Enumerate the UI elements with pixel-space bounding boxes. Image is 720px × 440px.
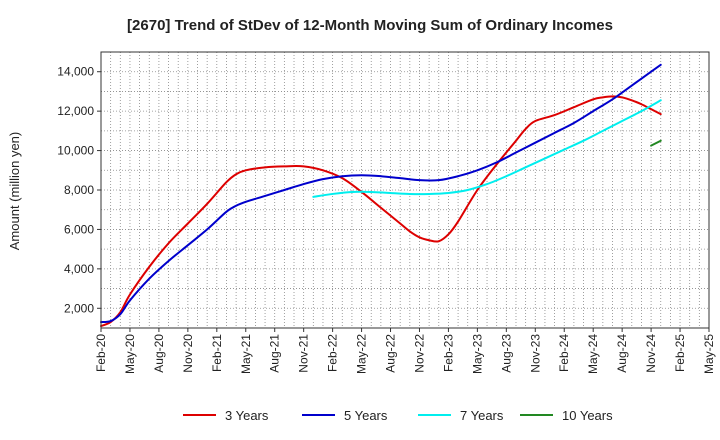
- y-tick-label: 10,000: [57, 144, 94, 158]
- x-tick-label: Nov-24: [644, 334, 658, 373]
- y-axis-label: Amount (million yen): [7, 132, 22, 251]
- x-tick-label: Aug-24: [615, 334, 629, 373]
- y-tick-label: 12,000: [57, 104, 94, 118]
- chart-title: [2670] Trend of StDev of 12-Month Moving…: [127, 17, 613, 34]
- y-tick-label: 14,000: [57, 65, 94, 79]
- x-tick-label: Feb-24: [557, 334, 571, 372]
- y-tick-label: 8,000: [64, 183, 94, 197]
- x-tick-label: May-25: [702, 334, 716, 374]
- grid-lines: [101, 52, 709, 328]
- x-tick-label: Nov-21: [297, 334, 311, 373]
- x-tick-label: Feb-20: [94, 334, 108, 372]
- series-line-10-years: [650, 139, 662, 147]
- x-tick-label: Aug-20: [152, 334, 166, 373]
- x-tick-label: May-21: [239, 334, 253, 374]
- series-line-5-years: [100, 63, 662, 324]
- x-tick-label: Aug-22: [384, 334, 398, 373]
- x-tick-label: May-24: [586, 334, 600, 374]
- series-line-7-years: [312, 99, 662, 198]
- y-tick-label: 2,000: [64, 301, 94, 315]
- legend: 3 Years 5 Years 7 Years 10 Years: [183, 408, 613, 423]
- series-line-3-years: [100, 95, 662, 328]
- x-tick-label: Nov-23: [528, 334, 542, 373]
- y-tick-label: 4,000: [64, 262, 94, 276]
- x-tick-label: May-23: [470, 334, 484, 374]
- x-axis-ticks: Feb-20 May-20 Aug-20 Nov-20 Feb-21 May-21 Aug-…: [94, 328, 716, 374]
- x-tick-label: Nov-22: [412, 334, 426, 373]
- legend-label-3-years: 3 Years: [225, 408, 269, 423]
- legend-label-7-years: 7 Years: [460, 408, 504, 423]
- x-tick-label: May-22: [355, 334, 369, 374]
- x-tick-label: Aug-21: [268, 334, 282, 373]
- x-tick-label: Feb-23: [441, 334, 455, 372]
- y-axis-ticks: 2,000 4,000 6,000 8,000 10,000 12,000 14,000: [57, 65, 101, 315]
- y-tick-label: 6,000: [64, 222, 94, 236]
- x-tick-label: Aug-23: [499, 334, 513, 373]
- x-tick-label: Nov-20: [181, 334, 195, 373]
- legend-label-5-years: 5 Years: [344, 408, 388, 423]
- legend-label-10-years: 10 Years: [562, 408, 613, 423]
- x-tick-label: May-20: [123, 334, 137, 374]
- series-lines: [100, 63, 662, 328]
- x-tick-label: Feb-25: [673, 334, 687, 372]
- x-tick-label: Feb-21: [210, 334, 224, 372]
- x-tick-label: Feb-22: [326, 334, 340, 372]
